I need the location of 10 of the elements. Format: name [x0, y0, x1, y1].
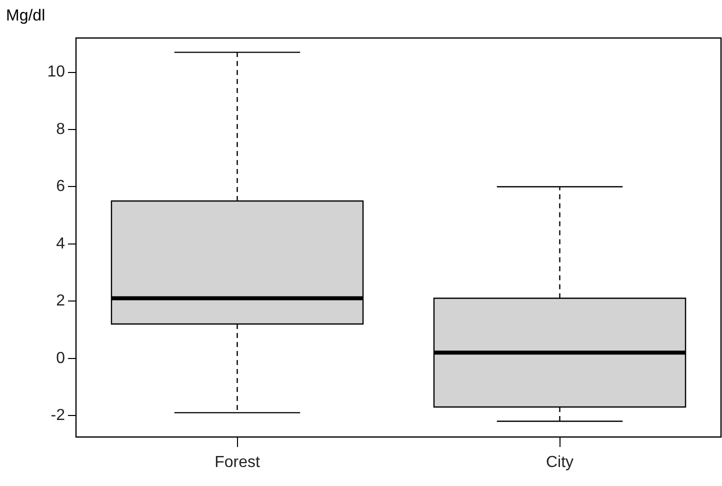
y-tick-label: 0	[56, 350, 66, 367]
y-axis-title: Mg/dl	[6, 7, 46, 24]
y-tick-label: 4	[56, 235, 66, 252]
y-tick-label: 10	[47, 64, 66, 81]
x-tick-label: Forest	[214, 454, 260, 472]
y-tick-label: -2	[50, 406, 66, 424]
y-tick-label: 2	[56, 292, 66, 310]
y-tick-label: 6	[56, 178, 66, 196]
x-tick-label: City	[546, 454, 574, 472]
y-tick-label: 8	[56, 120, 66, 138]
